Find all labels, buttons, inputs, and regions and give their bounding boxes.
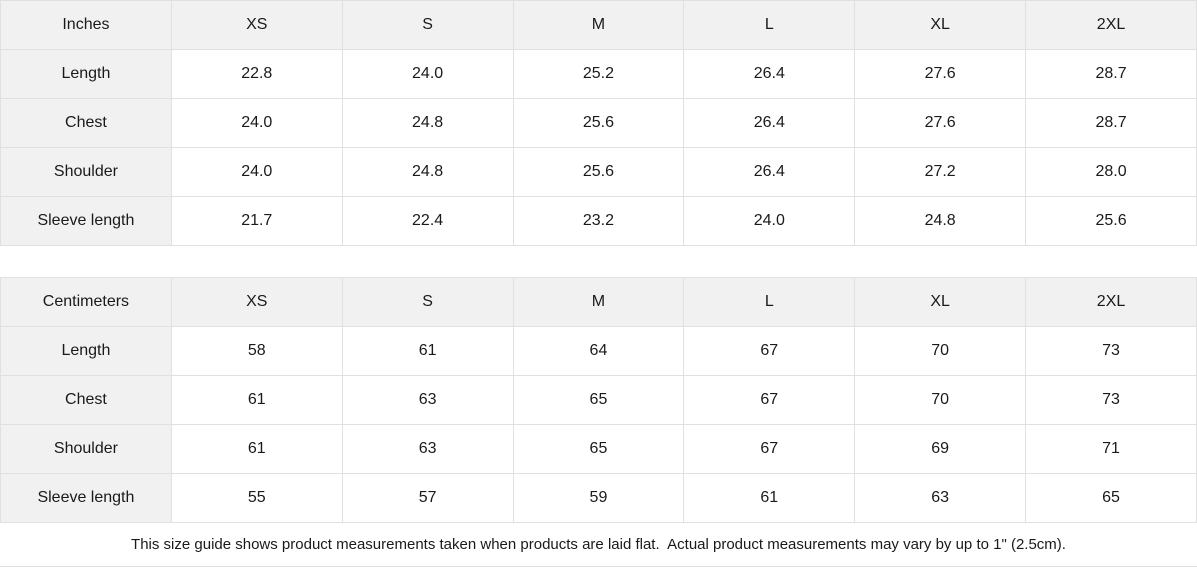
size-header-cell: L [683,0,856,50]
size-value-cell: 55 [170,473,343,523]
size-value-cell: 65 [512,424,685,474]
size-value-cell: 59 [512,473,685,523]
size-value-cell: 65 [1025,473,1197,523]
size-value-cell: 70 [854,326,1027,376]
size-value-cell: 27.6 [854,98,1027,148]
size-value-cell: 73 [1025,326,1197,376]
size-value-cell: 28.7 [1025,98,1197,148]
size-value-cell: 69 [854,424,1027,474]
size-value-cell: 24.0 [341,49,514,99]
size-value-cell: 67 [683,424,856,474]
size-value-cell: 28.7 [1025,49,1197,99]
size-header-cell: XS [170,277,343,327]
table-gap [0,246,1197,277]
size-value-cell: 63 [854,473,1027,523]
size-guide-note: This size guide shows product measuremen… [0,523,1197,567]
size-value-cell: 63 [341,375,514,425]
size-value-cell: 70 [854,375,1027,425]
row-label-cell: Length [0,49,172,99]
row-label-cell: Shoulder [0,147,172,197]
size-value-cell: 26.4 [683,147,856,197]
size-value-cell: 25.6 [512,147,685,197]
size-header-cell: S [341,0,514,50]
size-value-cell: 58 [170,326,343,376]
size-value-cell: 73 [1025,375,1197,425]
table-row: Shoulder 24.0 24.8 25.6 26.4 27.2 28.0 [0,147,1197,197]
size-value-cell: 24.0 [683,196,856,246]
size-value-cell: 21.7 [170,196,343,246]
size-value-cell: 26.4 [683,98,856,148]
size-value-cell: 24.8 [341,147,514,197]
row-label-cell: Length [0,326,172,376]
row-label-cell: Sleeve length [0,196,172,246]
size-header-cell: M [512,0,685,50]
size-value-cell: 26.4 [683,49,856,99]
table-row: Sleeve length 21.7 22.4 23.2 24.0 24.8 25.6 [0,196,1197,246]
size-header-cell: S [341,277,514,327]
size-header-cell: L [683,277,856,327]
size-table-header-row: Inches XS S M L XL 2XL [0,0,1197,50]
row-label-cell: Chest [0,98,172,148]
size-value-cell: 61 [170,375,343,425]
size-header-cell: 2XL [1025,0,1197,50]
table-row: Length 58 61 64 67 70 73 [0,326,1197,376]
row-label-cell: Sleeve length [0,473,172,523]
size-value-cell: 28.0 [1025,147,1197,197]
size-value-cell: 67 [683,375,856,425]
size-header-cell: XL [854,0,1027,50]
size-header-cell: M [512,277,685,327]
size-value-cell: 24.0 [170,147,343,197]
unit-header-cell: Inches [0,0,172,50]
size-value-cell: 61 [170,424,343,474]
size-value-cell: 23.2 [512,196,685,246]
size-table-header-row: Centimeters XS S M L XL 2XL [0,277,1197,327]
size-header-cell: XS [170,0,343,50]
size-value-cell: 25.6 [512,98,685,148]
size-value-cell: 27.6 [854,49,1027,99]
row-label-cell: Chest [0,375,172,425]
row-label-cell: Shoulder [0,424,172,474]
size-value-cell: 71 [1025,424,1197,474]
table-row: Length 22.8 24.0 25.2 26.4 27.6 28.7 [0,49,1197,99]
size-value-cell: 22.8 [170,49,343,99]
size-header-cell: 2XL [1025,277,1197,327]
size-value-cell: 63 [341,424,514,474]
size-value-cell: 65 [512,375,685,425]
size-value-cell: 24.8 [854,196,1027,246]
table-row: Sleeve length 55 57 59 61 63 65 [0,473,1197,523]
table-row: Shoulder 61 63 65 67 69 71 [0,424,1197,474]
table-row: Chest 24.0 24.8 25.6 26.4 27.6 28.7 [0,98,1197,148]
size-value-cell: 24.0 [170,98,343,148]
size-value-cell: 61 [683,473,856,523]
table-row: Chest 61 63 65 67 70 73 [0,375,1197,425]
size-value-cell: 61 [341,326,514,376]
size-value-cell: 22.4 [341,196,514,246]
size-value-cell: 25.6 [1025,196,1197,246]
size-value-cell: 27.2 [854,147,1027,197]
unit-header-cell: Centimeters [0,277,172,327]
size-table-inches: Inches XS S M L XL 2XL Length 22.8 24.0 25.2 26.4 27… [0,0,1197,246]
size-table-centimeters: Centimeters XS S M L XL 2XL Length 58 61 64 67 70 73 C… [0,277,1197,523]
size-value-cell: 24.8 [341,98,514,148]
size-value-cell: 57 [341,473,514,523]
size-value-cell: 64 [512,326,685,376]
size-value-cell: 67 [683,326,856,376]
size-value-cell: 25.2 [512,49,685,99]
size-header-cell: XL [854,277,1027,327]
